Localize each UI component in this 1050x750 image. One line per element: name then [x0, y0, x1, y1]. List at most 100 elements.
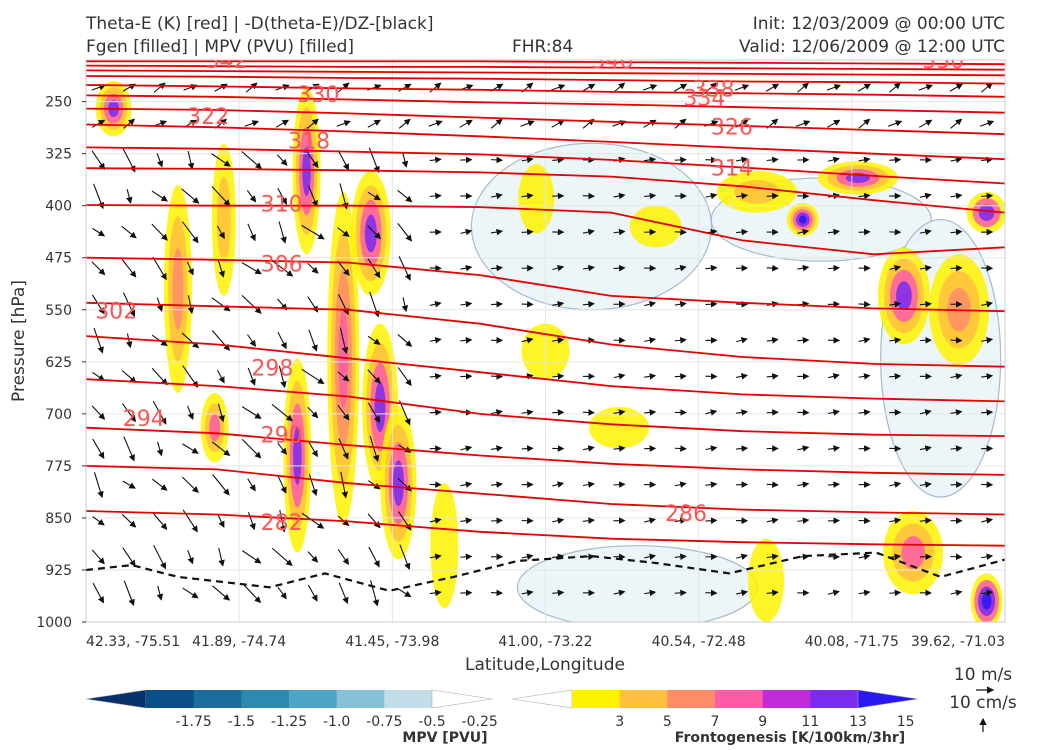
wind-vector: [182, 587, 199, 599]
wind-vector: [981, 192, 994, 200]
wind-vector: [705, 409, 718, 416]
wind-vector: [766, 264, 779, 272]
fgen-fill: [172, 247, 184, 330]
wind-vector: [401, 297, 409, 313]
colorbar-tick-label: -0.5: [418, 714, 445, 730]
wind-vector: [367, 225, 382, 240]
wind-vector: [766, 517, 779, 524]
wind-vector: [797, 228, 810, 236]
wind-vector: [91, 405, 106, 420]
wind-vector: [797, 82, 810, 93]
y-tick-label: 475: [45, 251, 72, 267]
wind-vector: [889, 300, 902, 308]
wind-vector: [889, 373, 902, 380]
wind-vector: [736, 228, 749, 236]
wind-vector: [705, 300, 718, 308]
wind-vector: [217, 259, 225, 278]
wind-vector: [152, 256, 167, 281]
colorbar-tick-label: -1.0: [323, 714, 350, 730]
y-axis-ticks: 250 325 400 475 550 625 700 775 850 925 1000: [36, 95, 86, 631]
wind-vector: [981, 301, 994, 308]
wind-vector: [121, 403, 136, 423]
wind-vector: [307, 584, 318, 602]
wind-vector: [151, 190, 168, 202]
theta-e-line: [86, 426, 1005, 476]
theta-e-line: [86, 510, 1005, 547]
wind-vector: [674, 337, 687, 344]
wind-vector: [306, 118, 319, 129]
wind-vector: [277, 442, 288, 455]
wind-vector: [705, 517, 718, 524]
wind-vector: [552, 517, 565, 524]
wind-vector: [367, 258, 381, 279]
wind-vector: [338, 582, 349, 605]
wind-vector: [429, 192, 442, 200]
wind-vector: [981, 517, 994, 524]
wind-vector: [981, 589, 994, 597]
wind-vector: [369, 435, 380, 463]
wind-vector: [797, 337, 810, 344]
fgen-fill: [589, 406, 650, 449]
wind-vector: [889, 264, 902, 272]
theta-e-line: [86, 69, 1005, 77]
wind-vector: [460, 228, 473, 236]
wind-vector: [613, 373, 626, 380]
wind-vector: [827, 228, 840, 236]
wind-vector: [182, 365, 199, 388]
theta-e-line: [86, 465, 1005, 516]
wind-vector: [308, 185, 318, 208]
wind-vector: [338, 294, 349, 316]
colorbar-segment: [715, 690, 764, 708]
theta-e-line: [86, 146, 1005, 185]
wind-vector: [521, 553, 534, 560]
wind-vector: [340, 471, 348, 499]
wind-vector: [460, 264, 473, 272]
fgen-fill: [393, 460, 404, 507]
wind-vector: [644, 192, 657, 200]
y-tick-label: 850: [45, 511, 72, 527]
wind-vector: [429, 409, 442, 416]
wind-vector: [919, 517, 932, 524]
x-tick-label: 41.89, -74.74: [192, 634, 286, 650]
wind-vector: [552, 373, 565, 380]
colorbar-segment: [336, 690, 385, 708]
wind-vector: [521, 156, 534, 164]
wind-vector: [490, 192, 503, 200]
colorbar-tick-label: 3: [615, 714, 624, 730]
wind-vector: [241, 294, 262, 314]
theta-e-label: 330: [297, 83, 339, 108]
wind-vector: [275, 119, 290, 128]
wind-vector: [736, 553, 748, 560]
vector-key-horizontal: 10 m/s: [954, 665, 1012, 685]
wind-vector: [766, 589, 779, 597]
wind-vector: [950, 192, 963, 200]
wind-vector: [121, 370, 137, 384]
wind-vector: [950, 409, 963, 416]
colorbar-segment: [762, 690, 811, 708]
wind-vector: [736, 337, 748, 344]
wind-vector: [187, 295, 195, 315]
wind-vector: [308, 329, 318, 352]
wind-vector: [705, 82, 718, 93]
wind-vector: [368, 546, 380, 568]
wind-vector: [307, 551, 319, 563]
fgen-fill: [748, 538, 785, 622]
wind-vector: [242, 582, 262, 604]
wind-vector: [858, 118, 871, 129]
wind-vector: [827, 445, 840, 452]
wind-vector: [152, 511, 168, 530]
wind-vector: [950, 264, 963, 272]
wind-vector: [429, 337, 442, 344]
wind-vector: [521, 192, 534, 200]
wind-vector: [490, 300, 504, 308]
wind-vector: [241, 550, 262, 564]
wind-vector: [429, 589, 442, 597]
fgen-fill: [798, 215, 807, 224]
wind-vector: [980, 82, 993, 93]
wind-vector: [398, 444, 412, 453]
wind-vector: [337, 371, 350, 382]
wind-vector: [490, 156, 504, 164]
wind-vector: [919, 264, 932, 272]
wind-vector: [552, 156, 565, 164]
